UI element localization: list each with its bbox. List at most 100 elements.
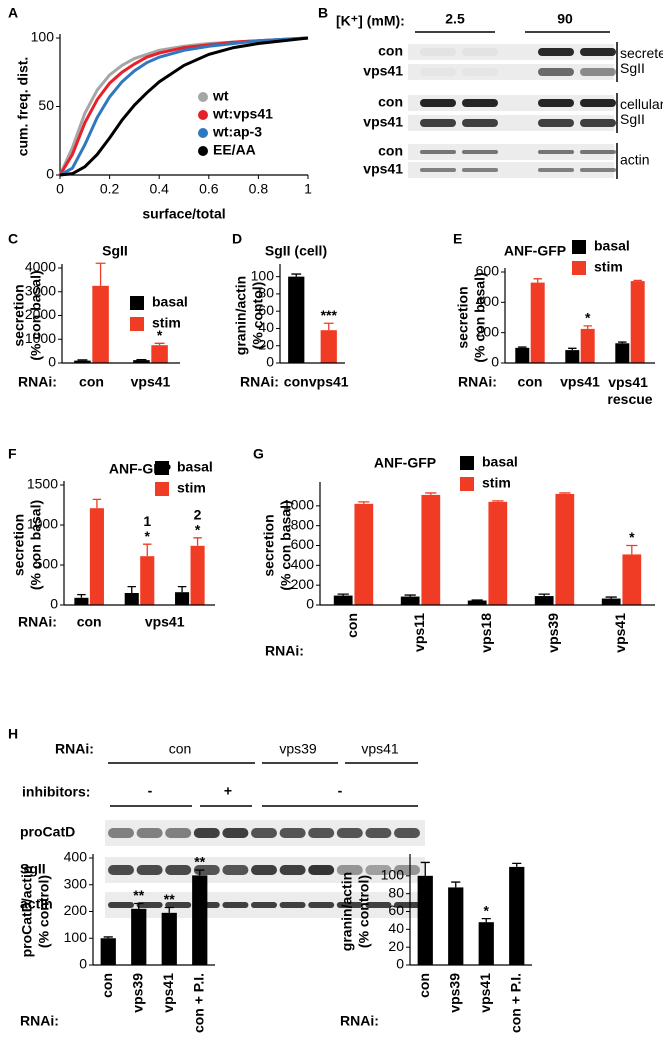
legend-marker xyxy=(460,477,474,491)
y-axis-label: (% control) xyxy=(356,875,372,948)
blot-band xyxy=(538,99,574,107)
legend-label: basal xyxy=(177,459,213,475)
x-tick-label: con xyxy=(344,613,360,638)
cdf-line xyxy=(59,36,309,177)
bar xyxy=(515,347,530,363)
blot-band xyxy=(165,865,192,875)
bar xyxy=(622,554,642,605)
y-axis-label: (% control) xyxy=(36,875,52,948)
error-bar xyxy=(291,273,302,277)
significance-label: * xyxy=(145,528,151,544)
legend-label: wt:vps41 xyxy=(212,106,273,122)
y-axis-label: secretion xyxy=(11,284,27,346)
x-tick-label: vps41 xyxy=(309,374,349,390)
y-tick-label: 0 xyxy=(48,354,56,370)
legend-label: stim xyxy=(482,475,511,491)
legend-label: stim xyxy=(152,315,181,331)
y-tick-label: 0 xyxy=(266,354,274,370)
error-bar xyxy=(134,902,144,909)
legend-marker xyxy=(155,461,169,475)
y-tick-label: 300 xyxy=(64,875,88,891)
y-axis-label: (% con basal) xyxy=(472,272,488,362)
chart-title: SgII (cell) xyxy=(265,243,327,259)
blot-band xyxy=(580,150,616,154)
error-bar xyxy=(533,278,542,283)
error-bar xyxy=(143,543,152,557)
x-axis-prefix: RNAi: xyxy=(18,374,57,390)
error-bar xyxy=(583,325,592,329)
legend-marker xyxy=(198,92,208,102)
legend-label: wt:ap-3 xyxy=(212,124,262,140)
bar xyxy=(131,908,147,965)
cdf-line xyxy=(59,36,309,177)
error-bar xyxy=(195,869,205,876)
y-tick-label: 1000 xyxy=(25,330,56,346)
bar xyxy=(488,501,508,605)
blot-row-label: actin xyxy=(20,896,53,912)
bar xyxy=(74,360,91,363)
bar xyxy=(530,282,545,363)
blot-band xyxy=(394,828,420,838)
legend-marker xyxy=(130,296,144,310)
error-bar xyxy=(404,594,416,597)
rnai-group: vps39 xyxy=(279,741,317,757)
y-tick-label: 40 xyxy=(388,920,404,936)
significance-label: 1 xyxy=(143,513,151,529)
blot-band xyxy=(462,168,498,172)
x-tick-label: vps41 xyxy=(131,374,171,390)
y-tick-label: 0 xyxy=(306,596,314,612)
y-axis-label: secretion xyxy=(11,514,27,576)
bar xyxy=(421,494,441,605)
y-tick-label: 0 xyxy=(46,166,54,182)
bar xyxy=(151,345,168,363)
x-axis-prefix: RNAi: xyxy=(240,374,279,390)
blot-band xyxy=(279,828,306,838)
error-bar xyxy=(77,593,86,598)
y-axis-label: granin/actin xyxy=(339,872,355,951)
x-tick-label: con xyxy=(416,973,432,998)
y-tick-label: 400 xyxy=(64,849,88,865)
y-tick-label: 100 xyxy=(31,29,55,45)
legend-marker xyxy=(460,456,474,470)
error-bar xyxy=(323,322,334,331)
x-tick-label: con + P.I. xyxy=(190,973,206,1033)
error-bar xyxy=(568,347,577,351)
error-bar xyxy=(626,544,638,555)
blot-band xyxy=(580,119,616,127)
blot-band xyxy=(279,865,306,875)
y-tick-label: 0 xyxy=(50,596,58,612)
bar xyxy=(192,875,208,965)
panel-label: C xyxy=(8,231,18,247)
y-tick-label: 400 xyxy=(476,293,500,309)
y-tick-label: 4000 xyxy=(25,259,56,275)
error-bar xyxy=(92,498,102,509)
x-tick-label: con + P.I. xyxy=(507,973,523,1033)
blot-band xyxy=(538,119,574,127)
panel-label: D xyxy=(232,231,242,247)
bar xyxy=(417,875,433,965)
y-tick-label: 2000 xyxy=(25,306,56,322)
x-tick-label: 0.6 xyxy=(199,181,219,197)
error-bar xyxy=(481,917,491,923)
inhibitor-state: - xyxy=(148,783,153,799)
x-tick-label: con xyxy=(77,614,102,630)
condition-label: 2.5 xyxy=(445,11,465,27)
blot-band xyxy=(308,865,335,875)
inhibitor-state: + xyxy=(224,783,232,799)
inhibitor-label: inhibitors: xyxy=(22,784,90,800)
y-tick-label: 100 xyxy=(381,867,405,883)
x-axis-prefix: RNAi: xyxy=(458,374,497,390)
panel-label: F xyxy=(8,446,17,462)
blot-group-label: SgII xyxy=(620,60,645,76)
blot-band xyxy=(394,865,420,875)
bar xyxy=(320,330,337,363)
blot-band xyxy=(420,119,456,127)
y-axis-label: (% con basal) xyxy=(28,500,44,590)
bar xyxy=(100,938,116,965)
y-tick-label: 0 xyxy=(491,354,499,370)
significance-label: ** xyxy=(133,887,144,903)
bar xyxy=(601,598,621,605)
y-tick-label: 1000 xyxy=(27,516,58,532)
x-axis-prefix: RNAi: xyxy=(265,643,304,659)
chart-title: ANF-GFP xyxy=(504,243,566,259)
